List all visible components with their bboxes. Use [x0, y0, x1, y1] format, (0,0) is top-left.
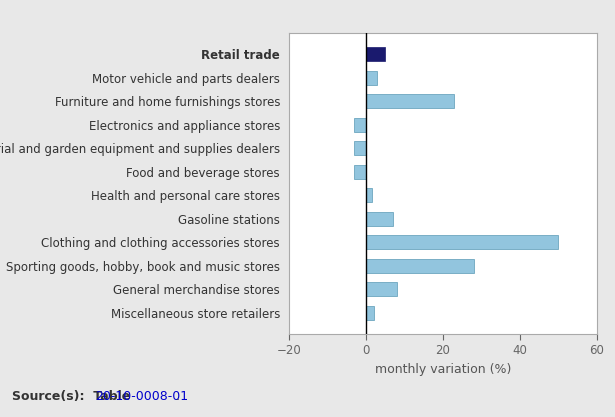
Bar — [366, 282, 397, 296]
Bar — [366, 306, 374, 320]
Bar — [366, 188, 371, 202]
Bar — [366, 212, 393, 226]
Bar — [354, 141, 366, 155]
Text: .: . — [175, 390, 180, 403]
Text: Source(s):  Table: Source(s): Table — [12, 390, 135, 403]
Bar — [354, 118, 366, 132]
Bar — [366, 235, 558, 249]
Bar — [366, 47, 385, 61]
Text: 20-10-0008-01: 20-10-0008-01 — [95, 390, 188, 403]
X-axis label: monthly variation (%): monthly variation (%) — [375, 362, 511, 376]
Bar — [366, 94, 454, 108]
Bar — [366, 70, 378, 85]
Bar — [354, 165, 366, 179]
Bar — [366, 259, 474, 273]
